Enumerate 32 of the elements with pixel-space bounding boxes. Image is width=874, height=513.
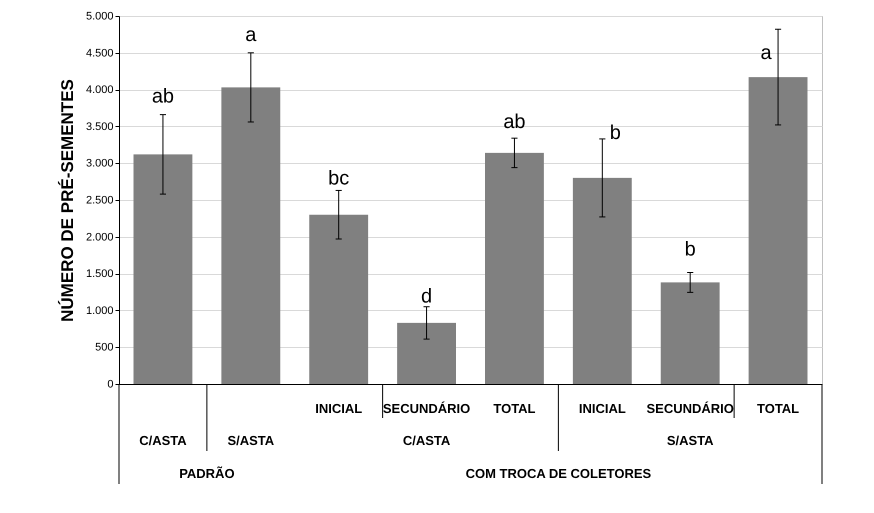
data-label: d bbox=[421, 286, 432, 308]
y-tick-label: 5.000 bbox=[86, 10, 114, 22]
x-tick-label: INICIAL bbox=[578, 401, 626, 416]
y-tick-label: 1.500 bbox=[86, 268, 114, 280]
data-label: a bbox=[760, 42, 772, 64]
text: COM TROCA DE COLETORES bbox=[466, 466, 652, 481]
text: C/ASTA bbox=[139, 433, 188, 448]
data-label: b bbox=[610, 122, 621, 144]
text: C/ASTA bbox=[402, 433, 451, 448]
text: PADRÃO bbox=[179, 466, 235, 481]
y-tick-label: 2.000 bbox=[86, 231, 114, 244]
y-tick-label: 3.500 bbox=[86, 120, 114, 133]
x-tick-label: SECUNDÁRIO bbox=[382, 401, 470, 416]
data-label: bc bbox=[328, 167, 350, 190]
y-tick-label: 4.000 bbox=[86, 84, 114, 96]
y-tick-label: 1.000 bbox=[86, 304, 114, 317]
x-tick-label: INICIAL bbox=[315, 401, 362, 416]
y-tick-label: 4.500 bbox=[86, 47, 114, 60]
data-label: b bbox=[684, 238, 696, 260]
y-tick-label: 3.000 bbox=[86, 158, 114, 170]
x-tick-label: TOTAL bbox=[757, 401, 800, 416]
y-tick-label: 500 bbox=[95, 342, 114, 354]
x-tick-label: SECUNDÁRIO bbox=[646, 401, 734, 416]
data-label: a bbox=[245, 24, 258, 46]
text: S/ASTA bbox=[666, 433, 714, 448]
y-axis-title: NÚMERO DE PRÉ-SEMENTES bbox=[56, 79, 77, 322]
text: S/ASTA bbox=[227, 433, 275, 448]
data-label: ab bbox=[152, 86, 174, 108]
x-tick-label: TOTAL bbox=[493, 401, 536, 416]
y-tick-label: 2.500 bbox=[86, 194, 114, 206]
y-tick-label: 0 bbox=[107, 378, 114, 390]
data-label: ab bbox=[503, 111, 526, 134]
